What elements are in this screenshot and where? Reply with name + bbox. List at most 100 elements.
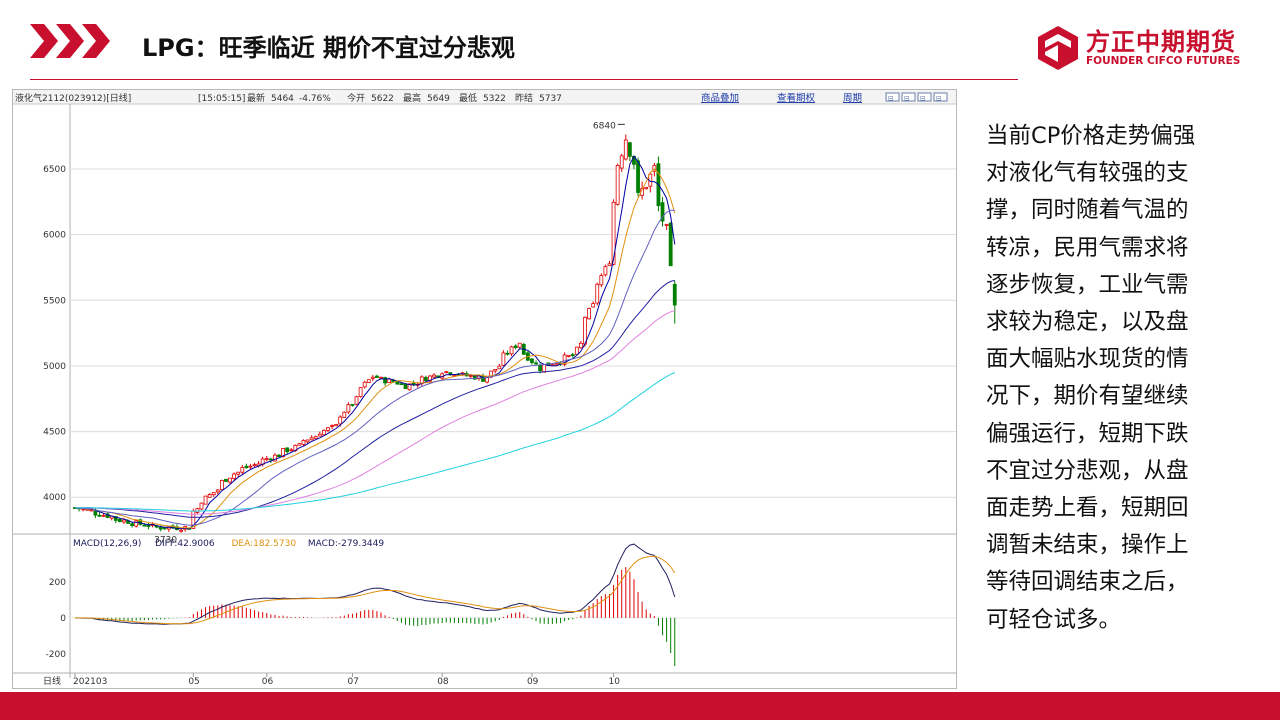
candle bbox=[126, 520, 130, 524]
candle bbox=[599, 275, 604, 286]
quote-low-label: 最低 bbox=[459, 92, 477, 104]
candle bbox=[660, 202, 665, 222]
candle bbox=[130, 523, 135, 527]
candle bbox=[623, 139, 628, 160]
y-tick-label: 6500 bbox=[43, 165, 66, 175]
ma-line bbox=[74, 209, 675, 526]
candle bbox=[244, 465, 249, 469]
x-tick-label: 07 bbox=[347, 677, 358, 687]
moving-average-lines bbox=[74, 155, 676, 530]
window-button[interactable] bbox=[901, 92, 916, 102]
candle bbox=[399, 383, 404, 386]
candle bbox=[432, 374, 436, 378]
candle bbox=[342, 411, 347, 418]
candle bbox=[517, 342, 522, 348]
window-button[interactable] bbox=[933, 92, 948, 102]
candle bbox=[199, 502, 204, 510]
ma-line bbox=[74, 168, 676, 529]
candle bbox=[595, 283, 600, 304]
period-label: 日线 bbox=[43, 675, 61, 687]
candle bbox=[375, 375, 379, 378]
candle bbox=[493, 368, 498, 372]
candle bbox=[383, 377, 387, 384]
candle bbox=[146, 524, 151, 527]
candle bbox=[423, 377, 428, 382]
commentary-line: 求较为稳定，以及盘 bbox=[986, 309, 1189, 336]
candle bbox=[403, 384, 408, 389]
macd-y-tick: 0 bbox=[60, 614, 66, 624]
candle bbox=[644, 187, 649, 190]
candle bbox=[362, 381, 367, 388]
candle bbox=[203, 495, 208, 505]
candle bbox=[97, 514, 102, 517]
contract-title: 液化气2112(023912)[日线] bbox=[15, 92, 131, 104]
candle bbox=[672, 283, 677, 306]
candle bbox=[281, 447, 285, 457]
candle bbox=[252, 464, 257, 466]
candle bbox=[579, 342, 583, 349]
window-button-glyph: ⊟ bbox=[904, 95, 910, 103]
commentary-line: 对液化气有较强的支 bbox=[986, 160, 1189, 187]
quote-high: 5649 bbox=[427, 94, 450, 104]
window-button[interactable] bbox=[885, 92, 900, 102]
candle bbox=[309, 437, 314, 441]
macd-legend: MACD(12,26,9) DIFF:42.9006 DEA:182.5730 MAC… bbox=[73, 539, 384, 549]
candle bbox=[407, 383, 412, 391]
candle bbox=[607, 263, 612, 267]
candle bbox=[321, 429, 326, 436]
candle bbox=[240, 467, 245, 473]
candle bbox=[228, 477, 232, 483]
candle bbox=[603, 266, 608, 276]
candlesticks bbox=[73, 134, 677, 533]
candle bbox=[668, 222, 673, 267]
window-button[interactable] bbox=[917, 92, 932, 102]
candle bbox=[379, 376, 383, 379]
candle bbox=[334, 424, 339, 427]
logo-name-en: FOUNDER CIFCO FUTURES bbox=[1086, 55, 1241, 67]
candle bbox=[509, 346, 514, 355]
title-divider bbox=[30, 79, 1018, 80]
candle bbox=[273, 454, 277, 462]
high-annotation: 6840 bbox=[593, 121, 616, 131]
x-tick-label: 05 bbox=[188, 677, 199, 687]
commentary-line: 撑，同时随着气温的 bbox=[986, 197, 1189, 224]
x-tick-label: 06 bbox=[262, 677, 274, 687]
period-link[interactable]: 周期 bbox=[843, 93, 862, 104]
commentary-line: 可轻仓试多。 bbox=[986, 606, 1122, 633]
candle bbox=[113, 516, 118, 521]
kline-chart[interactable]: 液化气2112(023912)[日线] [15:05:15] 最新 5464 -… bbox=[13, 90, 956, 688]
x-tick-label: 09 bbox=[527, 677, 539, 687]
overlay-commodity-link[interactable]: 商品叠加 bbox=[701, 92, 739, 104]
macd-y-tick: 200 bbox=[49, 578, 66, 588]
candle bbox=[313, 436, 318, 440]
candle bbox=[591, 303, 596, 308]
candle bbox=[232, 473, 237, 479]
candle bbox=[207, 494, 212, 498]
candle bbox=[615, 165, 620, 205]
candle bbox=[350, 404, 355, 406]
macd-pane: 200 0 -200 bbox=[46, 543, 956, 667]
candle bbox=[566, 354, 571, 357]
candle bbox=[538, 365, 543, 372]
view-options-link[interactable]: 查看期权 bbox=[777, 92, 816, 104]
candle bbox=[574, 346, 579, 355]
candle bbox=[317, 433, 322, 437]
candle bbox=[248, 465, 253, 468]
candle bbox=[338, 416, 343, 425]
candle bbox=[101, 514, 106, 517]
candle bbox=[370, 376, 375, 379]
candle bbox=[224, 478, 228, 482]
candle bbox=[619, 155, 624, 169]
x-axis: 202103 05 06 07 08 09 10 bbox=[73, 673, 620, 687]
header-chevron-icon bbox=[30, 24, 110, 58]
candle bbox=[562, 354, 567, 365]
macd-dea-line bbox=[75, 555, 676, 625]
commentary-line: 逐步恢复，工业气需 bbox=[986, 271, 1189, 298]
commentary-line: 等待回调结束之后， bbox=[986, 569, 1189, 596]
logo-mark-icon bbox=[1038, 26, 1078, 70]
candle bbox=[305, 439, 310, 443]
macd-legend-item: DIFF:42.9006 bbox=[155, 539, 215, 549]
quote-low: 5322 bbox=[483, 94, 506, 104]
candle bbox=[570, 354, 575, 356]
window-button-glyph: ⊟ bbox=[936, 95, 942, 103]
